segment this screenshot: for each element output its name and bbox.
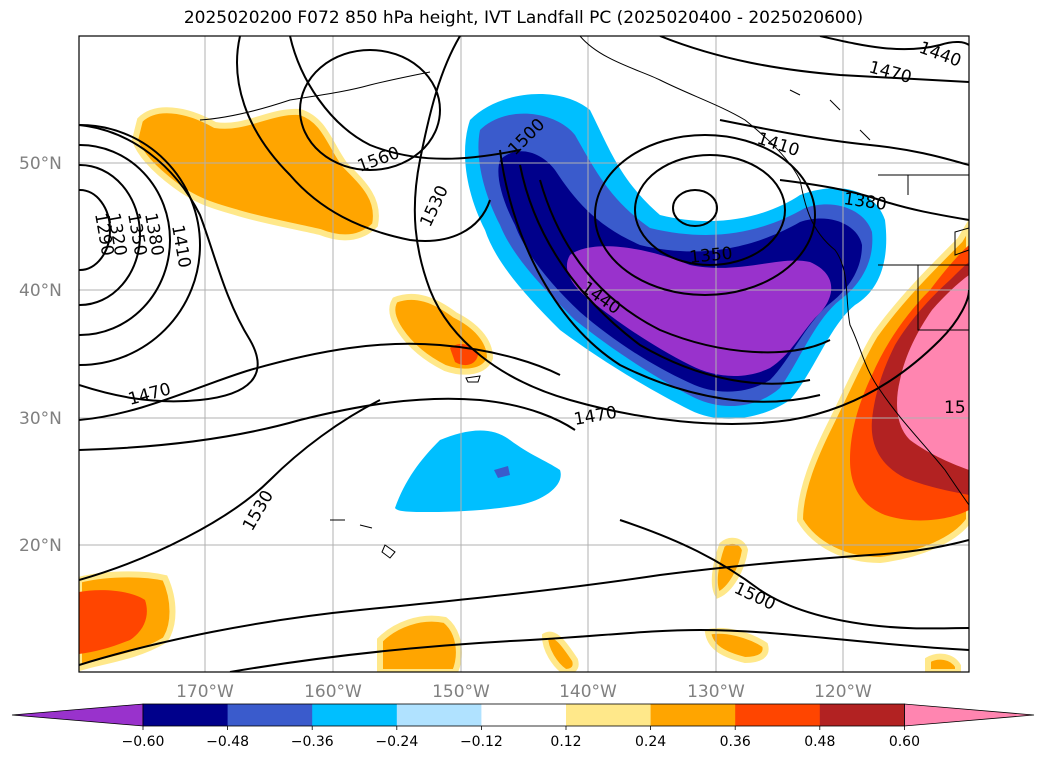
colorbar-extend-left [11, 703, 144, 727]
shade-orange-south5 [925, 653, 961, 672]
shade-sky-patch [395, 430, 561, 512]
lon-label-170w: 170°W [176, 682, 234, 702]
colorbar: −0.60 −0.48 −0.36 −0.24 −0.12 0.12 0.24 0.36 0.4… [11, 703, 1035, 750]
colorbar-tick-label: 0.24 [635, 734, 666, 750]
shade-orange-south1 [377, 615, 462, 672]
height-contours [79, 36, 969, 672]
colorbar-tick-label: −0.60 [122, 734, 165, 750]
lon-label-120w: 120°W [814, 682, 872, 702]
colorbar-extend-right [904, 703, 1035, 727]
colorbar-tick-label: 0.60 [889, 734, 920, 750]
colorbar-cell [819, 704, 905, 726]
shade-orange-south4 [704, 627, 769, 664]
shade-orange-north-pacific [131, 107, 379, 241]
positive-shading [79, 107, 969, 672]
shade-purple [566, 246, 832, 376]
map-title: 2025020200 F072 850 hPa height, IVT Land… [183, 8, 864, 28]
colorbar-tick-label: −0.36 [291, 734, 334, 750]
colorbar-tick-label: −0.48 [206, 734, 249, 750]
colorbar-ticks: −0.60 −0.48 −0.36 −0.24 −0.12 0.12 0.24 0.36 0.4… [122, 726, 920, 750]
lat-label-50n: 50°N [19, 154, 62, 174]
colorbar-cell [143, 704, 229, 726]
lat-label-30n: 30°N [19, 409, 62, 429]
lon-label-140w: 140°W [559, 682, 617, 702]
map-frame [78, 35, 970, 673]
contour-label-15-e: 15 [944, 398, 966, 418]
lat-label-40n: 40°N [19, 281, 62, 301]
coastlines [199, 36, 969, 559]
longitude-labels: 170°W 160°W 150°W 140°W 130°W 120°W [176, 682, 872, 702]
latitude-labels: 50°N 40°N 30°N 20°N [19, 154, 62, 556]
colorbar-tick-label: −0.24 [375, 734, 418, 750]
colorbar-tick-label: 0.12 [550, 734, 581, 750]
colorbar-cell [650, 704, 736, 726]
colorbar-cell [227, 704, 313, 726]
lon-label-160w: 160°W [304, 682, 362, 702]
shade-pink-coast [897, 275, 969, 470]
shade-blue-dot [494, 466, 510, 478]
colorbar-tick-label: 0.36 [720, 734, 751, 750]
map-panel: 1440 1470 1410 1380 1350 1320 1290 1560 … [79, 36, 969, 672]
colorbar-cell [566, 704, 652, 726]
shade-orange-south2 [541, 631, 579, 672]
lat-label-20n: 20°N [19, 536, 62, 556]
gridlines [79, 36, 969, 672]
colorbar-cell [735, 704, 821, 726]
colorbar-cell [481, 704, 567, 726]
contour-label-1350-ne: 1350 [688, 244, 733, 268]
shade-red-southwest [79, 590, 147, 654]
lon-label-150w: 150°W [432, 682, 490, 702]
colorbar-tick-label: −0.12 [460, 734, 503, 750]
lon-label-130w: 130°W [687, 682, 745, 702]
colorbar-tick-label: 0.48 [804, 734, 835, 750]
colorbar-cells [11, 703, 1035, 727]
colorbar-frame [142, 703, 905, 727]
colorbar-cell [312, 704, 398, 726]
colorbar-cell [396, 704, 482, 726]
